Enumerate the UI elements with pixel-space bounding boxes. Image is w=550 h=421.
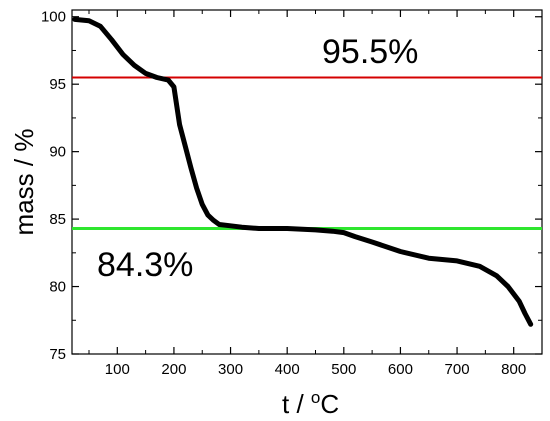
x-axis: 100 200 300 400 500 600 700 800 <box>88 10 526 378</box>
annotation-upper: 95.5% <box>322 33 418 71</box>
x-tick-label: 100 <box>105 361 130 378</box>
x-tick-label: 500 <box>331 361 356 378</box>
y-axis-title: mass / % <box>9 129 39 236</box>
x-tick-label: 700 <box>445 361 470 378</box>
y-tick-label: 80 <box>49 279 66 296</box>
x-axis-title-base: t / <box>282 389 311 419</box>
y-tick-label: 75 <box>49 346 66 363</box>
annotation-lower: 84.3% <box>97 246 193 284</box>
x-tick-label: 300 <box>218 361 243 378</box>
x-tick-label: 800 <box>501 361 526 378</box>
y-axis: 75 80 85 90 95 100 <box>41 9 542 363</box>
y-tick-label: 95 <box>49 76 66 93</box>
x-axis-title-sup: o <box>311 388 320 407</box>
plot-frame <box>71 9 543 355</box>
x-tick-label: 600 <box>388 361 413 378</box>
y-tick-label: 100 <box>41 9 66 26</box>
x-tick-label: 400 <box>275 361 300 378</box>
x-axis-title-unit: C <box>320 389 339 419</box>
y-tick-label: 85 <box>49 211 66 228</box>
x-tick-label: 200 <box>161 361 186 378</box>
y-tick-label: 90 <box>49 144 66 161</box>
mass-curve <box>72 16 534 327</box>
x-axis-title: t / oC <box>282 388 339 419</box>
